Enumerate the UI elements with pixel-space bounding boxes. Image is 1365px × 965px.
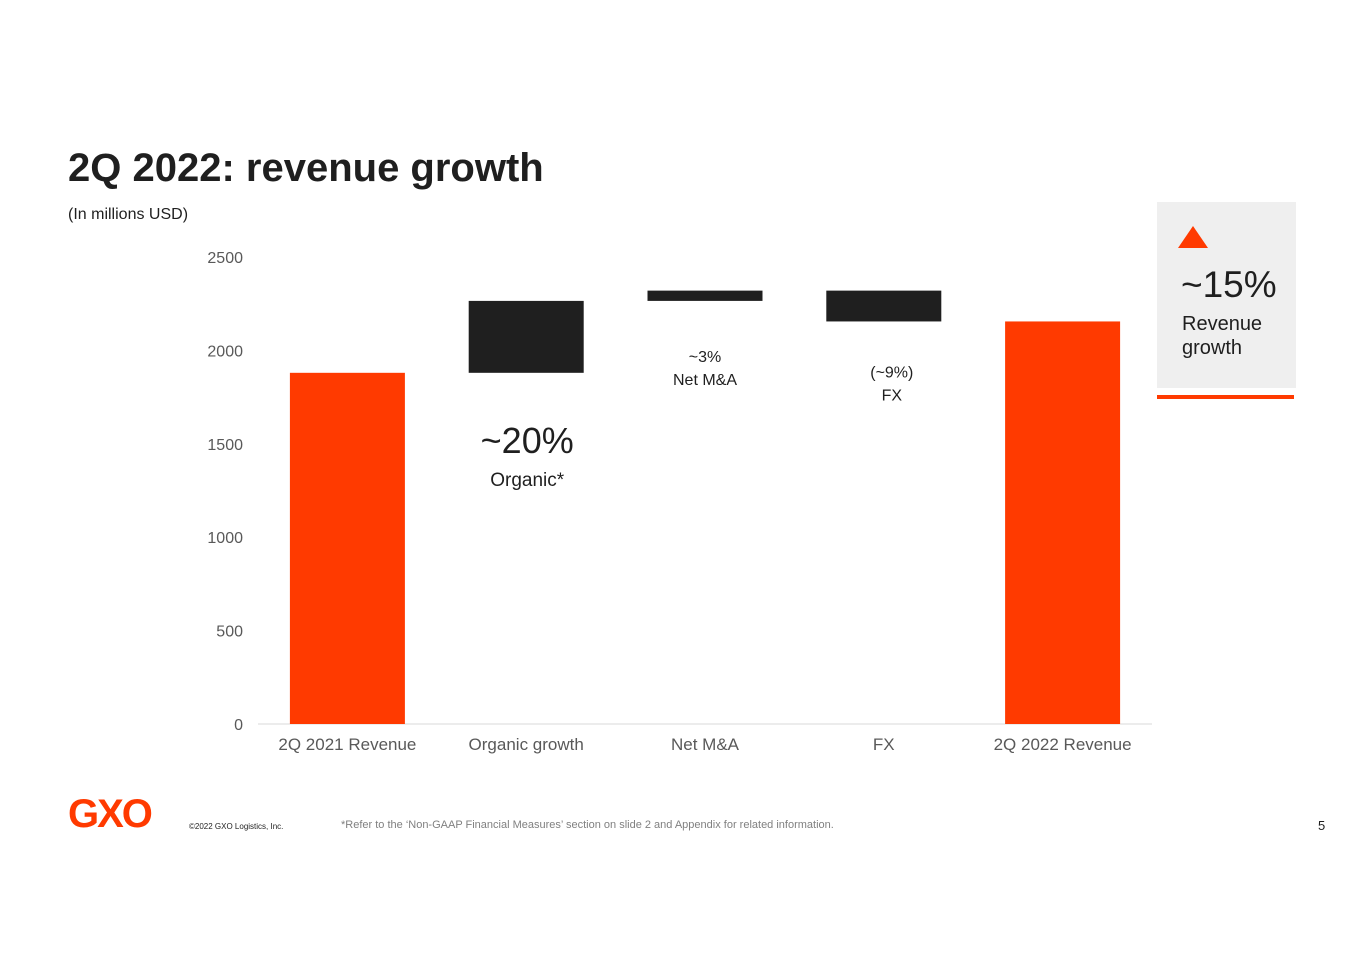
x-category-label: Organic growth bbox=[469, 735, 584, 754]
up-triangle-icon bbox=[1178, 226, 1208, 248]
y-tick-label: 2000 bbox=[207, 343, 243, 360]
annotation-value: ~3% bbox=[689, 349, 721, 366]
x-category-label: Net M&A bbox=[671, 735, 740, 754]
bar-total bbox=[1005, 321, 1121, 724]
y-tick-label: 1500 bbox=[207, 437, 243, 454]
page-number: 5 bbox=[1318, 818, 1326, 833]
x-axis-category-labels: 2Q 2021 Revenue Organic growth Net M&A FX 2Q… bbox=[278, 735, 1131, 754]
chart-bars bbox=[289, 290, 1121, 724]
bar-delta bbox=[647, 290, 763, 301]
bar-delta bbox=[826, 290, 942, 322]
annotation-label: Organic* bbox=[490, 470, 565, 491]
callout-accent-rule bbox=[1157, 395, 1294, 399]
annotation-label: FX bbox=[882, 387, 903, 404]
x-category-label: FX bbox=[873, 735, 895, 754]
bar-annotations: ~20% Organic* ~3% Net M&A (~9%) FX bbox=[481, 349, 914, 491]
annotation-value: ~20% bbox=[481, 420, 574, 461]
x-category-label: 2Q 2022 Revenue bbox=[994, 735, 1132, 754]
revenue-growth-callout: ~15% Revenue growth bbox=[1157, 202, 1296, 388]
y-tick-label: 1000 bbox=[207, 530, 243, 547]
annotation-label: Net M&A bbox=[673, 372, 737, 389]
bar-delta bbox=[468, 300, 584, 373]
gxo-logo: GXO bbox=[68, 792, 153, 836]
y-tick-label: 2500 bbox=[207, 250, 243, 267]
x-category-label: 2Q 2021 Revenue bbox=[278, 735, 416, 754]
page-subtitle: (In millions USD) bbox=[68, 206, 189, 223]
callout-label: Revenue growth bbox=[1182, 313, 1263, 359]
y-axis-tick-labels: 0 500 1000 1500 2000 2500 bbox=[207, 250, 243, 734]
copyright-text: ©2022 GXO Logistics, Inc. bbox=[189, 822, 284, 831]
y-tick-label: 0 bbox=[234, 717, 243, 734]
y-tick-label: 500 bbox=[216, 624, 243, 641]
callout-value: ~15% bbox=[1181, 264, 1277, 305]
annotation-value: (~9%) bbox=[870, 364, 913, 381]
page-title: 2Q 2022: revenue growth bbox=[68, 146, 544, 190]
footnote-text: *Refer to the ‘Non-GAAP Financial Measur… bbox=[341, 819, 834, 831]
bar-total bbox=[289, 372, 405, 724]
